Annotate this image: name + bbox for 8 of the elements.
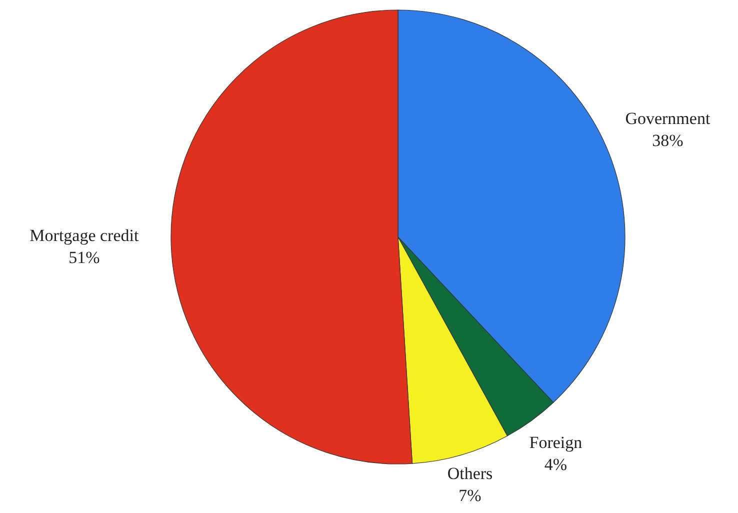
- data-label: 38%: [652, 131, 684, 150]
- slice-label: Government: [625, 109, 710, 128]
- slice-label: Mortgage credit: [30, 226, 139, 245]
- data-label: 7%: [458, 486, 482, 505]
- data-label: 4%: [544, 455, 568, 474]
- slice-label: Foreign: [529, 433, 583, 452]
- data-label: 51%: [68, 248, 100, 267]
- slice-label: Others: [447, 464, 493, 483]
